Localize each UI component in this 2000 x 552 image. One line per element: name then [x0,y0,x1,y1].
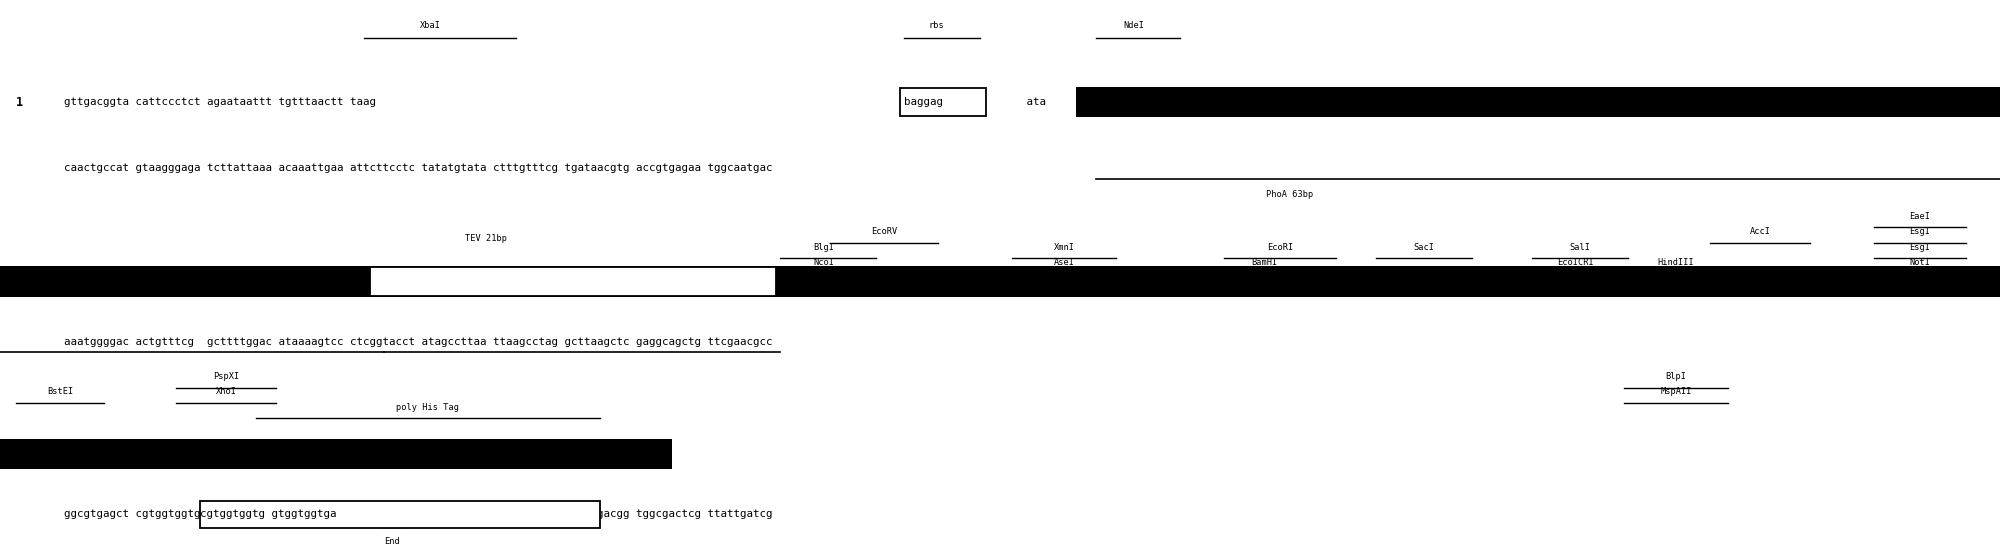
Text: NcoI: NcoI [814,258,834,267]
Bar [900,88,986,116]
Text: NdeI: NdeI [1124,22,1144,30]
Text: HindIII: HindIII [1658,258,1694,267]
Text: rbs: rbs [928,22,944,30]
Text: NotI: NotI [1910,258,1930,267]
Text: End: End [384,537,400,545]
Text: EsgI: EsgI [1910,227,1930,236]
Bar [200,501,600,528]
Text: 101: 101 [16,275,38,288]
Text: BlpI: BlpI [1666,372,1686,381]
Text: EsgI: EsgI [1910,243,1930,252]
Text: AccI: AccI [1750,227,1770,236]
Text: EaeI: EaeI [1910,212,1930,221]
Bar [1076,87,2000,118]
Text: SalI: SalI [1570,243,1590,252]
Text: EcoRV: EcoRV [870,227,898,236]
Text: caactgccat gtaagggaga tcttattaaa acaaattgaa attcttcctc tatatgtata ctttgtttcg tga: caactgccat gtaagggaga tcttattaaa acaaatt… [64,163,772,173]
Bar [0,438,672,469]
Text: SacI: SacI [1414,243,1434,252]
Bar [0,267,2000,297]
Text: ggcgtgagct cgtggtggtg gtggtggtga ctctaggccg acgattgttt cgggctttcc ttcgactcaa ccg: ggcgtgagct cgtggtggtg gtggtggtga ctctagg… [64,509,772,519]
Text: XmnI: XmnI [1054,243,1074,252]
Text: ata: ata [1020,97,1046,107]
Text: 201: 201 [16,447,38,460]
Text: EcoRI: EcoRI [1266,243,1294,252]
Text: aaatggggac actgtttcg  gcttttggac ataaaagtcc ctcggtacct atagccttaa ttaagcctag gct: aaatggggac actgtttcg gcttttggac ataaaagt… [64,337,772,347]
Text: EcoICRI: EcoICRI [1558,258,1594,267]
Text: baggag: baggag [904,97,944,107]
Text: BlgI: BlgI [814,243,834,252]
Text: PspXI: PspXI [212,372,240,381]
Text: MspAII: MspAII [1660,388,1692,396]
Text: cgtggtggtg gtggtggtga: cgtggtggtg gtggtggtga [200,509,336,519]
Text: poly His Tag: poly His Tag [396,403,460,412]
Text: XhoI: XhoI [216,388,236,396]
Text: gatccggc tgctaacaaa gcccgaaagg aagctgagtt ggctgctgcc accgctgagc aataactag: gatccggc tgctaacaaa gcccgaaagg aagctgagt… [64,449,656,459]
Text: gttgacggta cattccctct agaataattt tgtttaactt taag: gttgacggta cattccctct agaataattt tgtttaa… [64,97,376,107]
Text: AseI: AseI [1054,258,1074,267]
Text: 1: 1 [16,95,24,109]
Text: XbaI: XbaI [420,22,440,30]
Text: BstEI: BstEI [46,388,74,396]
Text: TEV 21bp: TEV 21bp [464,234,508,243]
Text: BamHI: BamHI [1250,258,1278,267]
Text: PhoA 63bp: PhoA 63bp [1266,190,1314,199]
Bar [370,267,776,296]
